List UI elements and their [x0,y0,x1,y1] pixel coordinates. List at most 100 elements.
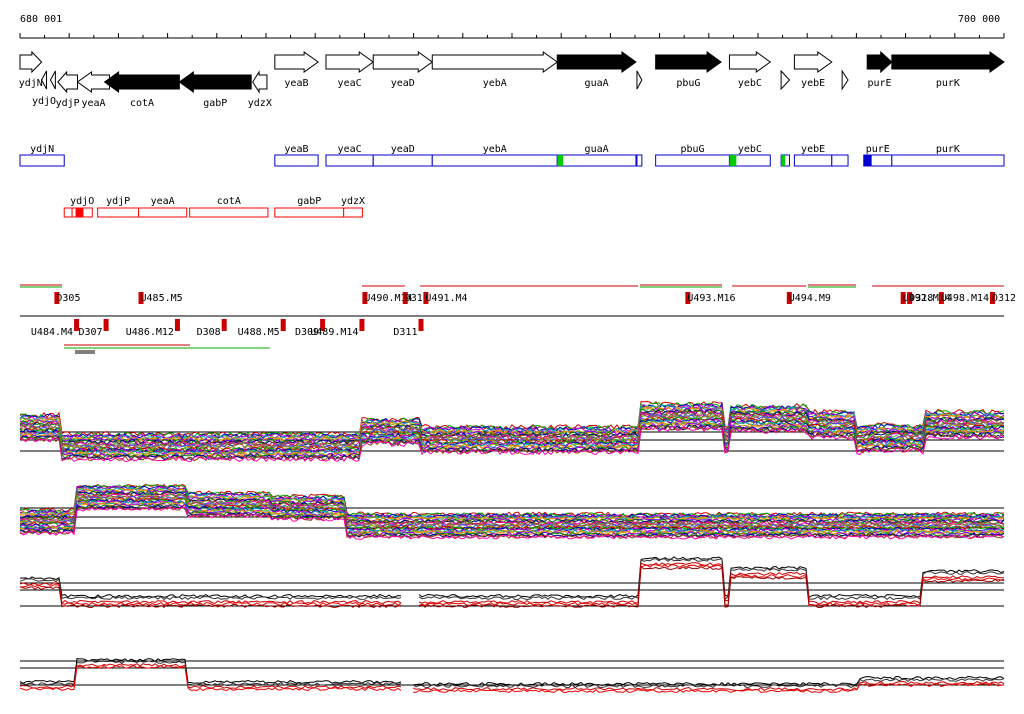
expression-panel-3 [19,556,1005,609]
expression-trace [19,420,1005,457]
feature-label: U486.M12 [126,327,174,338]
feature-label: D308 [197,327,221,338]
feature-marker [418,319,424,331]
gene-label: yeaA [81,98,105,109]
gene-annotation-track: ydjN ydjO ydjP yeaA cotA gabP ydzX yeaB yeaC yeaD… [19,50,1005,109]
feature-marker [786,292,792,304]
feature-label: U489.M14 [310,327,358,338]
transcript-box [189,207,269,218]
expression-trace [19,664,1005,694]
gene-arrow [372,51,434,73]
feature-label: D307 [79,327,103,338]
feature-marker [280,319,286,331]
gene-arrow [19,50,43,74]
gene-arrow [49,70,56,90]
feature-label: U490.M14 [364,293,412,304]
transcript-label: ydzX [341,196,365,207]
feature-label: D312 [992,293,1016,304]
transcript-label: yeaA [151,196,175,207]
ruler-ticks [19,33,1005,38]
feature-marker [103,319,109,331]
feature-marker [990,292,995,304]
feature-marker [174,319,180,331]
feature-marker [938,292,944,304]
coordinate-ruler: 680 001 700 000 [19,14,1005,39]
transcript-box [372,154,433,167]
transcript-label: yeaD [391,144,415,155]
gene-arrow [866,50,893,74]
gene-label: ydzX [248,98,272,109]
transcript-box [636,154,643,167]
gene-arrow [655,51,722,73]
gene-label: purK [936,78,960,89]
feature-label: D318 [909,293,933,304]
expression-trace [19,562,1005,605]
feature-label: D309 [295,327,319,338]
gene-label: yeaC [338,78,362,89]
gene-arrow [274,51,319,73]
expression-trace [19,406,1005,443]
ruler-start-label: 680 001 [20,14,62,25]
gene-arrow [636,70,643,90]
expression-trace [19,423,1005,460]
transcript-box [556,154,637,167]
gene-label: purE [867,78,891,89]
transcript-box [325,154,374,167]
expression-trace [19,565,1005,609]
gene-label: yebE [801,78,825,89]
gene-label: cotA [130,98,154,109]
feature-label: D311 [393,327,417,338]
gene-arrow [728,51,772,73]
feature-label: U493.M16 [687,293,735,304]
transcript-box [793,154,833,167]
expression-trace [19,506,1005,540]
feature-marker [900,292,906,304]
feature-marker [320,319,326,331]
expression-trace [19,658,1005,687]
transcript-box [431,154,558,167]
transcript-marker [75,208,84,217]
expression-panel-2 [19,483,1005,540]
transcript-box [343,207,363,218]
transcript-label: yebC [738,144,762,155]
ruler-end-label: 700 000 [958,14,1000,25]
feature-marker [402,292,408,304]
red-transcript-track: ydjO ydjP yeaA cotA gabP ydzX [63,196,365,218]
gene-arrow [891,51,1005,73]
gene-label: pbuG [676,78,700,89]
gene-label: ydjN [19,78,43,89]
gene-label: yeaB [284,78,308,89]
expression-trace [19,410,1005,447]
gene-label: ydjP [56,98,80,109]
gene-arrow [252,70,268,94]
gene-label: yebC [738,78,762,89]
feature-label: U491.M4 [425,293,467,304]
expression-trace [19,404,1005,441]
gene-label: guaA [585,78,609,89]
transcript-label: yebE [801,144,825,155]
gene-arrow [325,51,375,73]
gene-arrow [178,71,252,93]
expression-trace [19,421,1005,458]
feature-label: U484.M4 [31,327,73,338]
transcript-label: purE [866,144,890,155]
feature-marker [685,292,691,304]
transcript-label: ydjN [30,144,54,155]
gene-arrow [780,69,791,91]
transcript-marker [863,155,872,166]
expression-trace [20,563,1005,607]
feature-marker [907,292,913,304]
transcript-box [274,207,345,218]
transcript-marker [557,155,564,166]
expression-panel-4 [19,658,1005,694]
gene-label: gabP [203,98,227,109]
expression-trace [19,556,1005,599]
transcript-box [19,154,65,167]
transcript-label: purK [936,144,960,155]
feature-label: U492.M14 [903,293,951,304]
feature-label: U498.M14 [941,293,989,304]
feature-marker [359,319,365,331]
